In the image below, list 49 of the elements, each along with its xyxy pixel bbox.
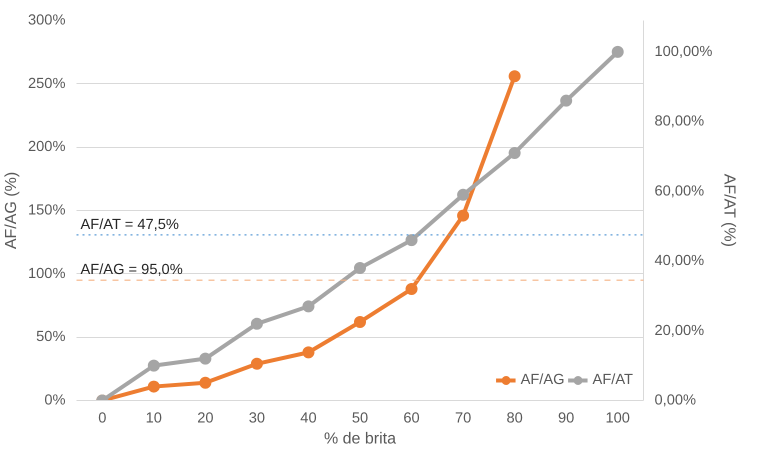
legend-label: AF/AG: [520, 372, 565, 388]
y-tick-label: 100%: [28, 266, 66, 282]
y-tick-label: 300%: [28, 12, 66, 28]
y-tick-label: 200%: [28, 139, 66, 156]
point: [302, 346, 314, 358]
point: [250, 358, 263, 370]
y-tick-label: 250%: [28, 76, 66, 92]
y-tick-label: 150%: [28, 202, 66, 218]
x-axis-title: % de brita: [324, 430, 396, 448]
point: [457, 188, 470, 201]
y2-tick-label: 20,00%: [654, 322, 704, 339]
y2-tick-label: 0,00%: [654, 392, 696, 408]
point: [406, 234, 418, 246]
point: [199, 352, 212, 365]
point: [148, 360, 160, 372]
point: [457, 210, 470, 222]
x-tick-label: 80: [506, 410, 523, 426]
x-tick-label: 60: [403, 410, 420, 426]
point: [406, 283, 418, 296]
ref-line-label: AF/AG = 95,0%: [80, 262, 183, 278]
y-axis-title: AF/AG (%): [3, 172, 20, 250]
x-tick-label: 50: [352, 410, 368, 426]
x-tick-label: 0: [98, 410, 106, 426]
x-tick-label: 100: [606, 410, 630, 426]
point: [560, 94, 572, 107]
x-tick-label: 70: [454, 410, 472, 426]
x-tick-label: 30: [248, 410, 266, 426]
point: [199, 376, 212, 389]
x-tick-label: 40: [300, 410, 317, 426]
x-tick-label: 10: [146, 410, 162, 426]
y2-tick-label: 60,00%: [654, 183, 704, 200]
x-tick-label: 20: [197, 410, 214, 426]
y2-axis-title: AF/AT (%): [720, 174, 738, 247]
point: [302, 300, 314, 312]
y-tick-label: 0%: [44, 392, 66, 408]
point: [612, 46, 624, 58]
point: [354, 262, 366, 274]
ref-line-label: AF/AT = 47,5%: [80, 216, 179, 233]
y2-tick-label: 80,00%: [654, 114, 704, 130]
point: [354, 316, 366, 328]
y2-tick-label: 100,00%: [654, 44, 712, 60]
point: [148, 380, 160, 393]
point: [250, 318, 263, 330]
x-tick-label: 90: [558, 410, 574, 426]
point: [508, 70, 521, 82]
y-tick-label: 50%: [36, 329, 66, 346]
y2-tick-label: 40,00%: [654, 253, 704, 270]
legend-label: AF/AT: [592, 372, 633, 388]
point: [508, 146, 521, 159]
